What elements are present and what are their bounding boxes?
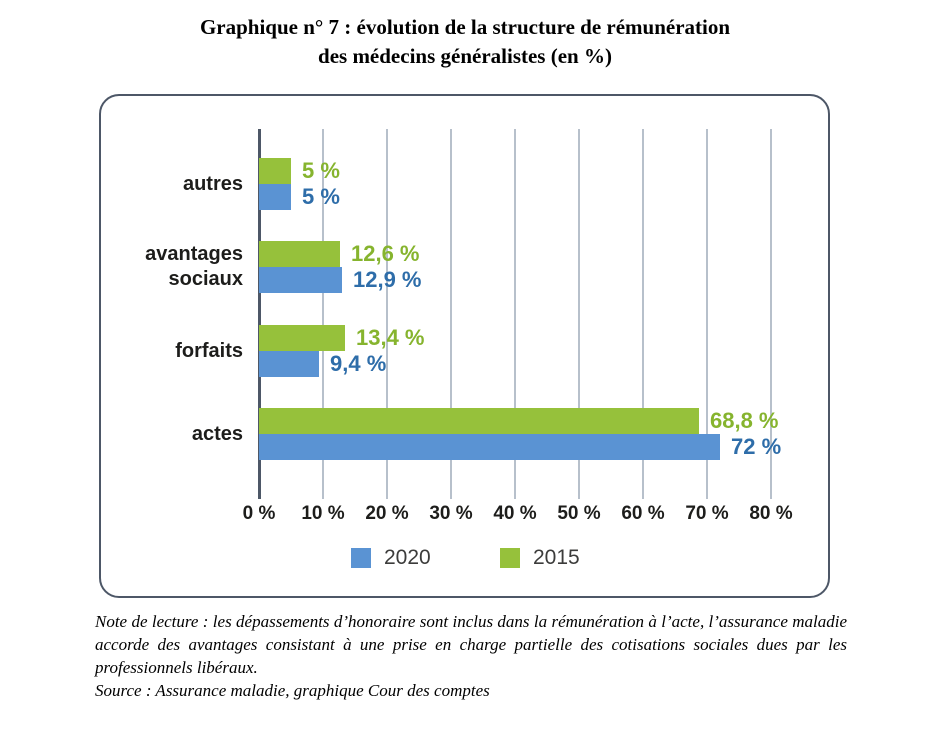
- source-line: Source : Assurance maladie, graphique Co…: [95, 681, 490, 700]
- gridline-50: [578, 129, 580, 499]
- legend-swatch-2020: [351, 548, 371, 568]
- legend-item-2020: 2020: [351, 546, 431, 570]
- value-label-2020-1: 5 %: [302, 184, 340, 209]
- y-axis-line: [257, 129, 261, 499]
- bar-2015-2: [259, 241, 340, 267]
- gridline-70: [706, 129, 708, 499]
- gridline-60: [642, 129, 644, 499]
- legend-label-2015: 2015: [533, 546, 580, 569]
- x-tick-label-50: 50 %: [557, 503, 601, 524]
- value-label-2015-3: 13,4 %: [356, 325, 425, 350]
- plot-area: 0 % 10 % 20 % 30 % 40 % 50 % 60 % 70 % 80 % autre…: [101, 96, 828, 596]
- gridline-40: [514, 129, 516, 499]
- legend-item-2015: 2015: [500, 546, 580, 570]
- bar-2020-3: [259, 351, 319, 377]
- x-tick-label-30: 30 %: [429, 503, 473, 524]
- bar-2020-4: [259, 434, 720, 460]
- chart-card: 0 % 10 % 20 % 30 % 40 % 50 % 60 % 70 % 80 % autre…: [99, 94, 830, 598]
- category-label-3: forfaits: [175, 339, 243, 362]
- gridline-30: [450, 129, 452, 499]
- x-tick-label-70: 70 %: [685, 503, 729, 524]
- gridline-20: [386, 129, 388, 499]
- bar-2015-4: [259, 408, 699, 434]
- x-tick-label-0: 0 %: [242, 503, 276, 524]
- reading-note: Note de lecture : les dépassements d’hon…: [95, 612, 847, 677]
- gridline-80: [770, 129, 772, 499]
- x-tick-label-80: 80 %: [749, 503, 793, 524]
- gridline-10: [322, 129, 324, 499]
- value-label-2015-1: 5 %: [302, 158, 340, 183]
- category-label-1: autres: [182, 172, 243, 195]
- category-label-2: avantages sociaux: [145, 243, 243, 290]
- bar-2015-1: [259, 158, 291, 184]
- value-label-2015-4: 68,8 %: [710, 408, 779, 433]
- legend-swatch-2015: [500, 548, 520, 568]
- category-label-4: actes: [191, 422, 243, 445]
- chart-legend: 2020 2015: [101, 546, 828, 570]
- bar-2020-2: [259, 267, 342, 293]
- x-tick-label-20: 20 %: [365, 503, 409, 524]
- chart-title-line1: Graphique n° 7 : évolution de la structu…: [199, 15, 731, 39]
- value-label-2020-3: 9,4 %: [330, 351, 387, 376]
- value-label-2020-2: 12,9 %: [353, 267, 422, 292]
- value-label-2020-4: 72 %: [731, 434, 782, 459]
- x-tick-label-10: 10 %: [301, 503, 345, 524]
- bar-2020-1: [259, 184, 291, 210]
- legend-label-2020: 2020: [384, 546, 431, 569]
- value-label-2015-2: 12,6 %: [351, 241, 420, 266]
- x-tick-label-60: 60 %: [621, 503, 665, 524]
- chart-title-line2: des médecins généralistes (en %): [318, 44, 612, 68]
- chart-title: Graphique n° 7 : évolution de la structu…: [0, 13, 930, 71]
- bar-2015-3: [259, 325, 345, 351]
- x-tick-label-40: 40 %: [493, 503, 537, 524]
